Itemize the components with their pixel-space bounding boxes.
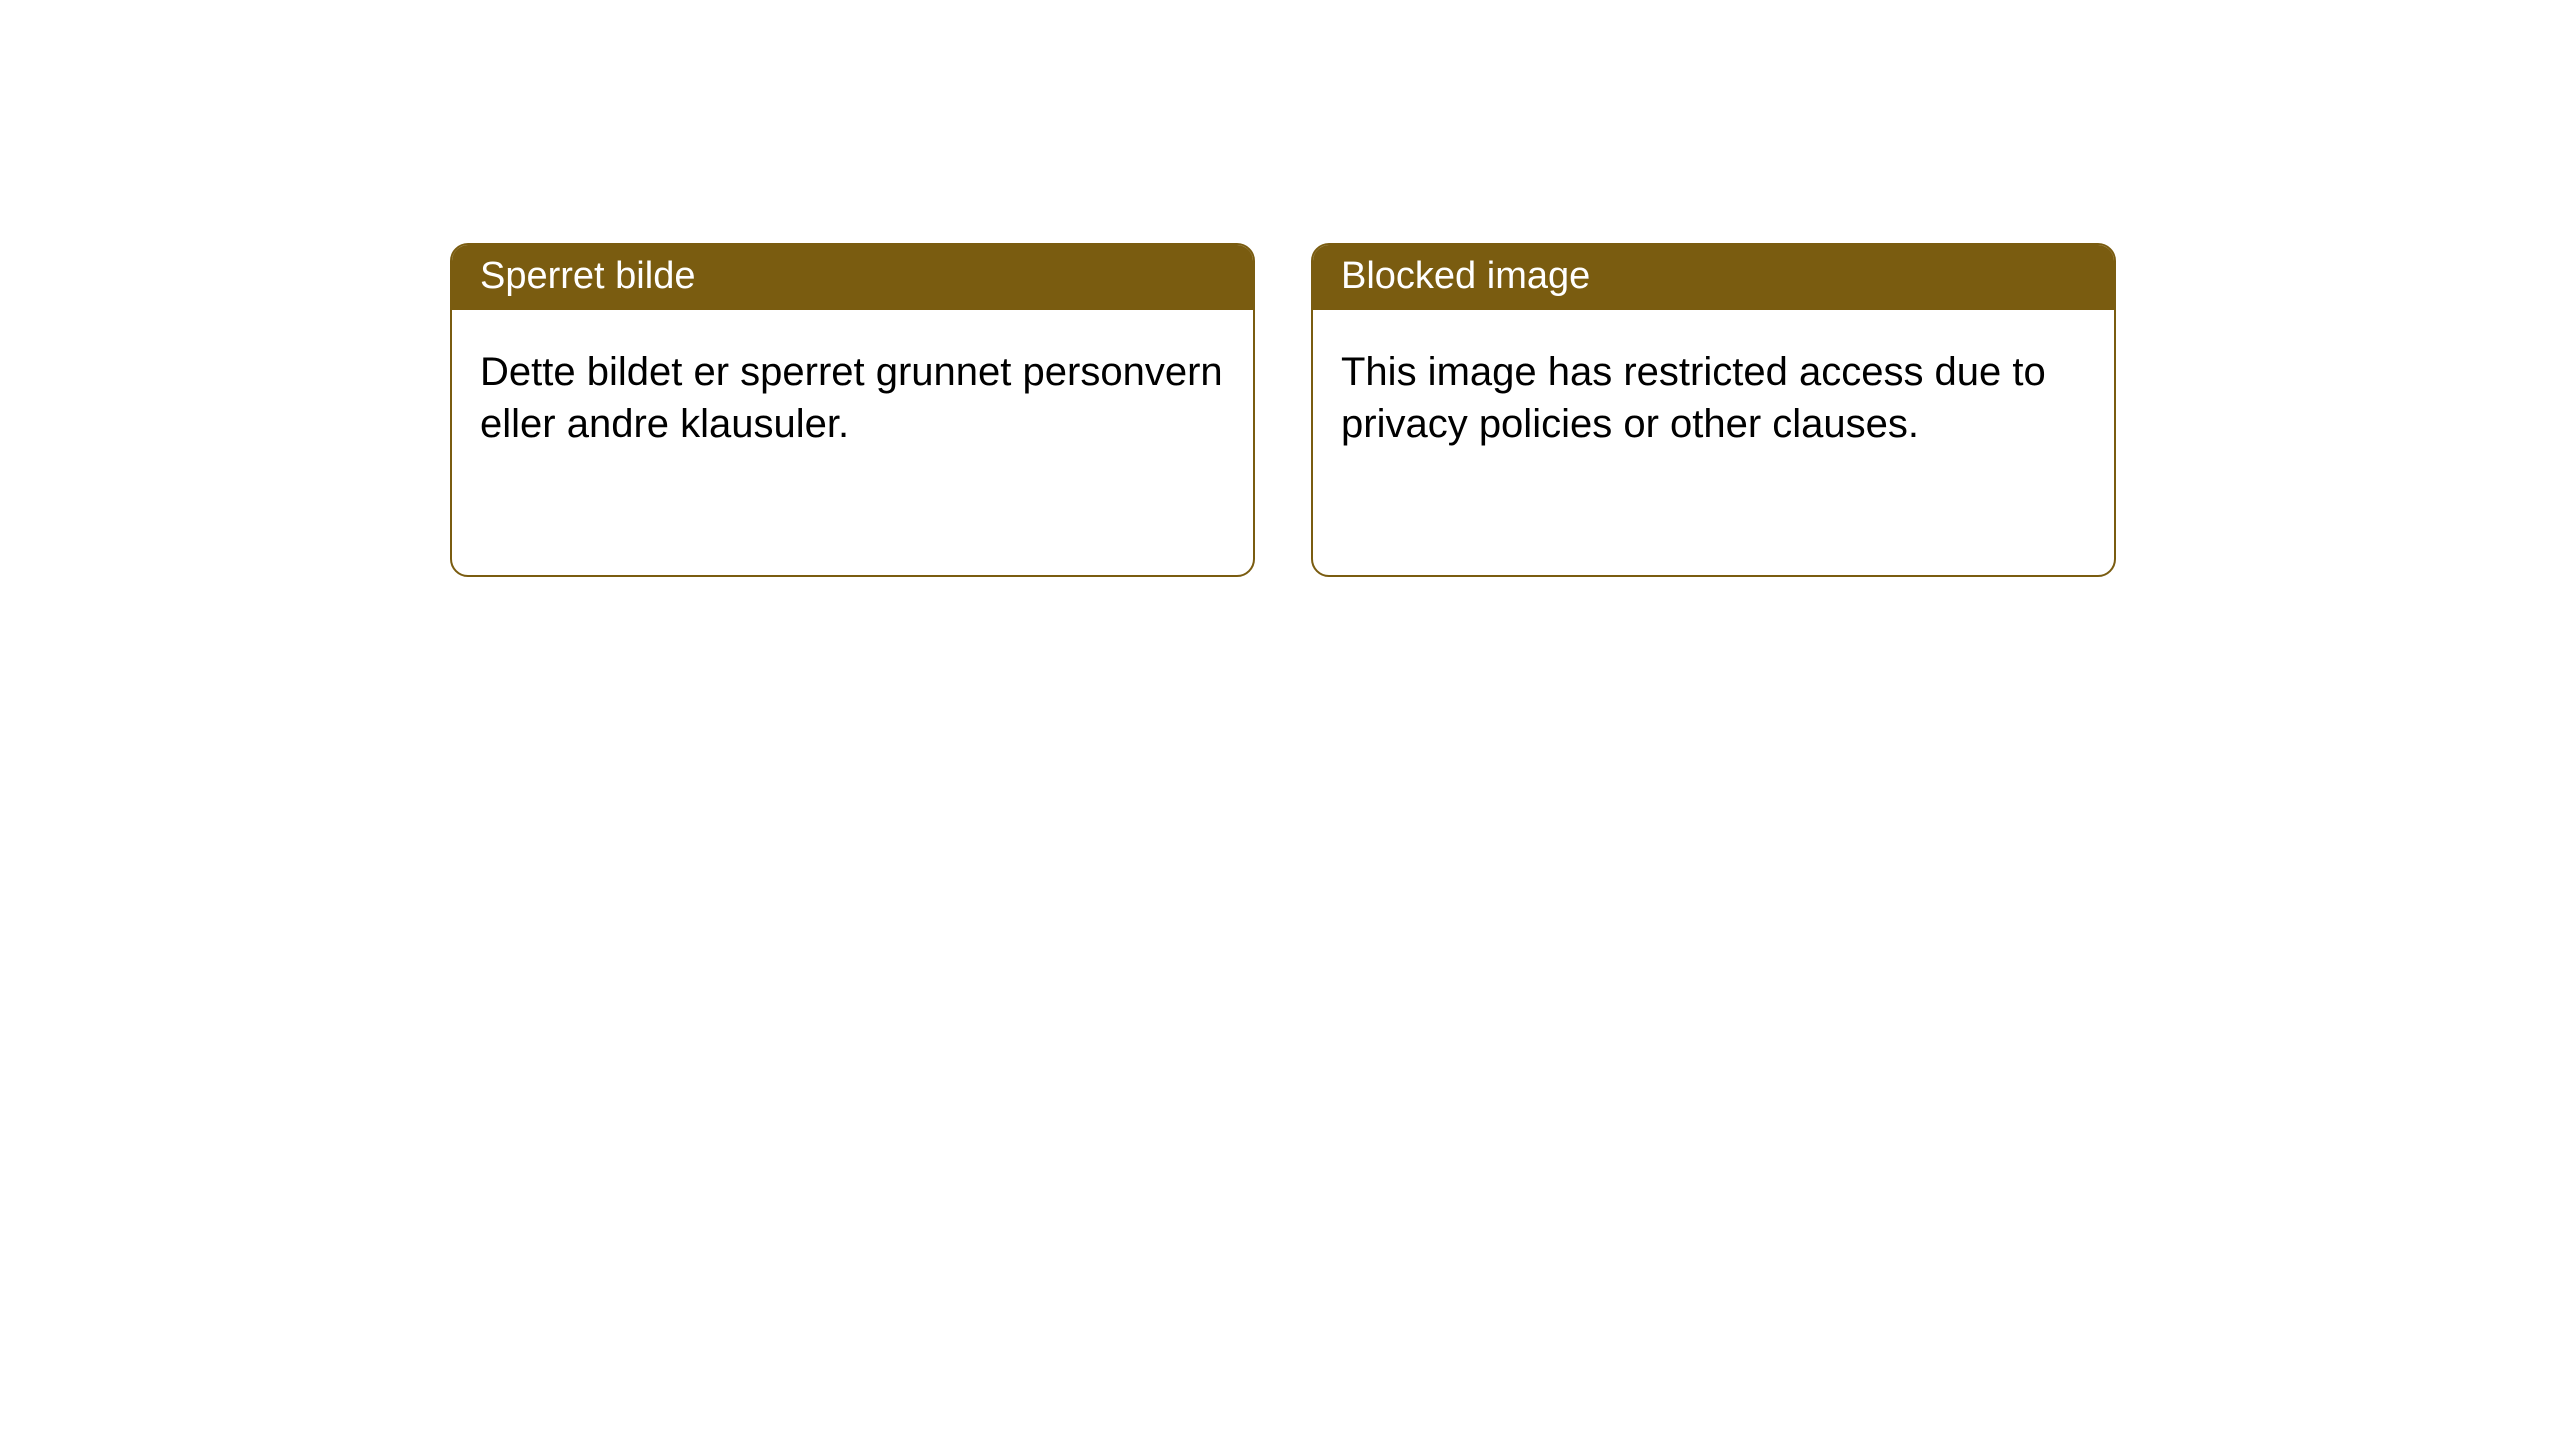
notice-card-en: Blocked image This image has restricted … <box>1311 243 2116 577</box>
notice-header-en: Blocked image <box>1313 245 2114 310</box>
notice-body-no: Dette bildet er sperret grunnet personve… <box>452 310 1253 486</box>
notice-body-en: This image has restricted access due to … <box>1313 310 2114 486</box>
notice-header-no: Sperret bilde <box>452 245 1253 310</box>
notice-card-no: Sperret bilde Dette bildet er sperret gr… <box>450 243 1255 577</box>
notice-container: Sperret bilde Dette bildet er sperret gr… <box>0 0 2560 577</box>
